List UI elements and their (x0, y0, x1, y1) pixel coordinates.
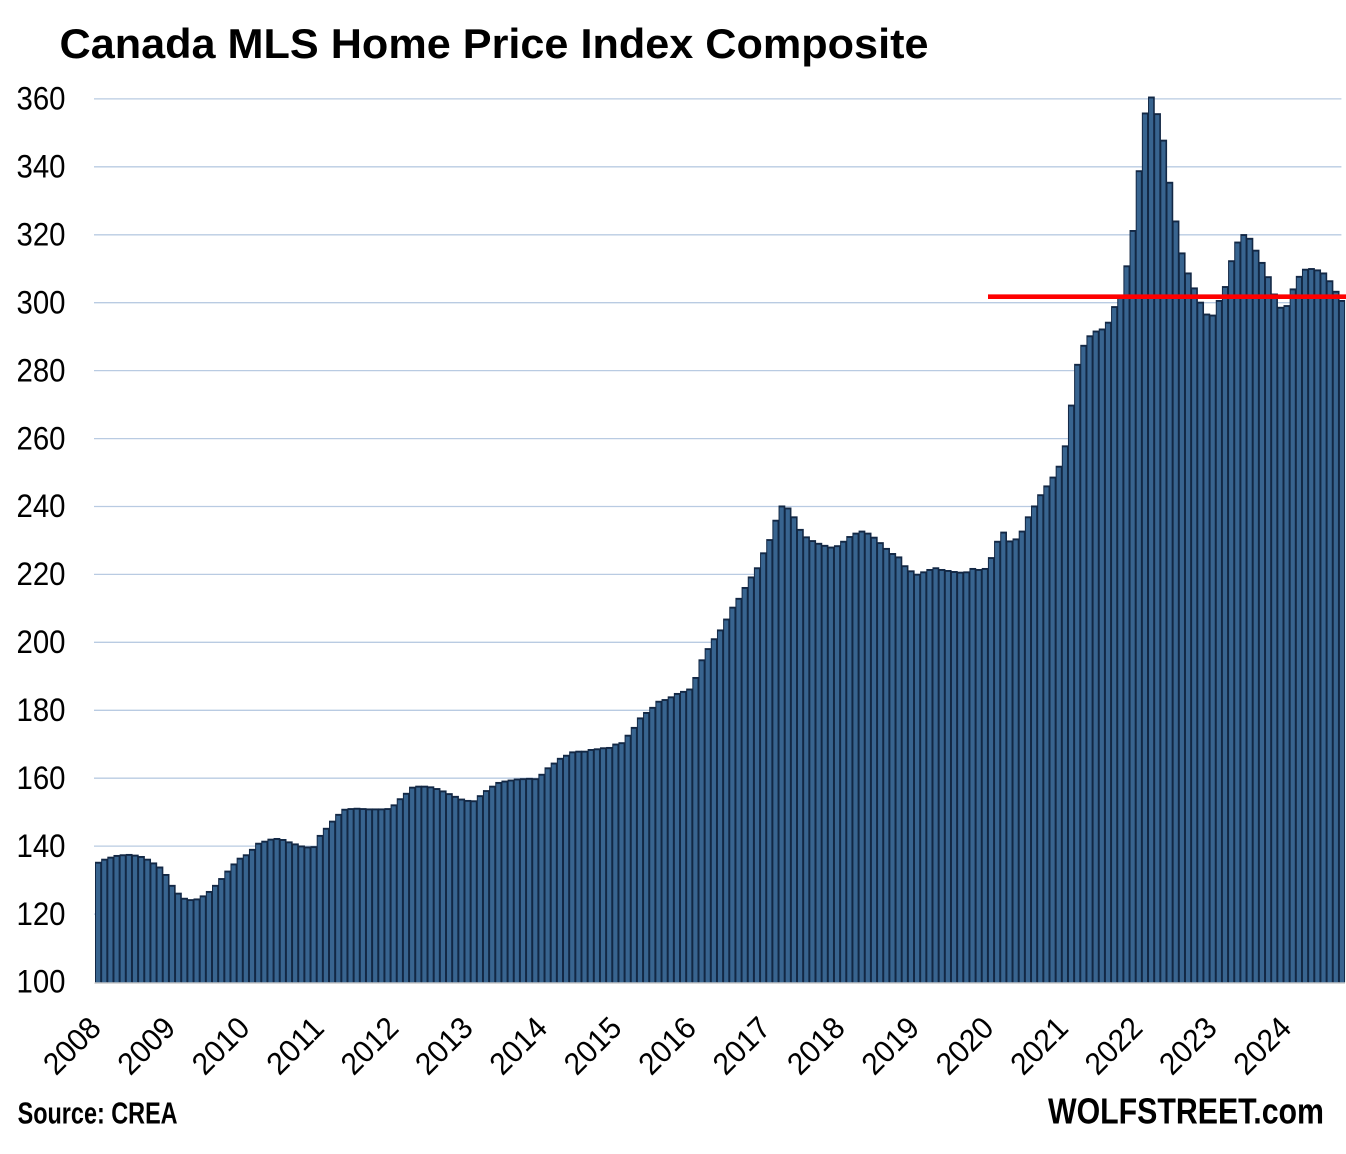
svg-text:360: 360 (17, 81, 66, 117)
svg-text:WOLFSTREET.com: WOLFSTREET.com (1048, 1091, 1324, 1132)
svg-text:100: 100 (17, 964, 66, 1000)
svg-text:240: 240 (17, 488, 66, 524)
svg-text:320: 320 (17, 217, 66, 253)
svg-text:180: 180 (17, 692, 66, 728)
svg-text:200: 200 (17, 624, 66, 660)
svg-text:260: 260 (17, 420, 66, 456)
svg-text:Canada MLS Home Price Index Co: Canada MLS Home Price Index Composite (60, 20, 929, 67)
svg-text:280: 280 (17, 352, 66, 388)
svg-text:140: 140 (17, 828, 66, 864)
svg-text:340: 340 (17, 149, 66, 185)
svg-text:Source: CREA: Source: CREA (18, 1096, 178, 1131)
svg-text:120: 120 (17, 896, 66, 932)
svg-text:220: 220 (17, 556, 66, 592)
svg-text:300: 300 (17, 284, 66, 320)
svg-text:160: 160 (17, 760, 66, 796)
